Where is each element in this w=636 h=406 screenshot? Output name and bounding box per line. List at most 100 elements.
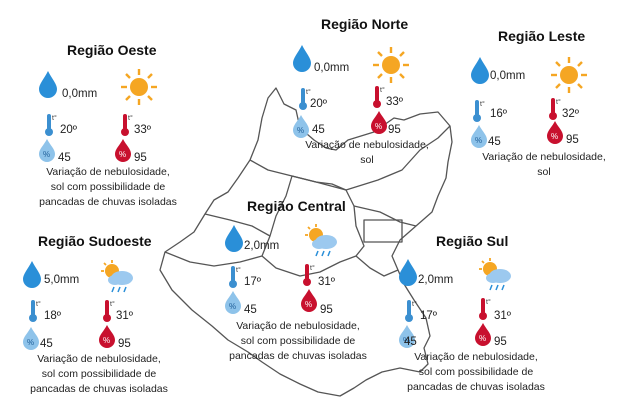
south-region-border [355,255,399,277]
humidity-min-icon: % [471,125,487,148]
temp-max-norte: 33º [386,96,403,108]
humidity-min-leste: 45 [488,136,501,148]
region-title-sudoeste: Região Sudoeste [38,233,152,249]
humidity-max-icon: % [547,121,563,144]
rain-drop-icon [399,259,417,286]
thermometer-cold-icon: t° [299,88,311,110]
thermometer-cold-icon: t° [29,300,41,322]
rain-value-leste: 0,0mm [490,70,526,82]
region-title-sul: Região Sul [436,233,509,249]
thermometer-hot-icon: t° [373,86,385,108]
temp-max-oeste: 33º [134,124,151,136]
svg-text:t°: t° [380,86,385,94]
thermometer-cold-icon: t° [45,114,57,136]
humidity-max-central: 95 [320,304,333,316]
region-title-leste: Região Leste [498,28,586,44]
svg-text:%: % [479,334,486,343]
thermometer-cold-icon: t° [229,266,241,288]
temp-max-leste: 32º [562,108,579,120]
temp-min-sul: 17º [420,310,437,322]
sun-icon [121,69,157,105]
east-region-border [353,205,417,227]
temp-max-central: 31º [318,276,335,288]
humidity-min-norte: 45 [312,124,325,136]
rain-drop-icon [39,71,57,98]
humidity-max-leste: 95 [566,134,579,146]
svg-text:%: % [103,336,110,345]
thermometer-cold-icon: t° [405,300,417,322]
svg-text:%: % [119,150,126,159]
central-region-border [261,175,365,277]
svg-text:t°: t° [480,100,485,108]
svg-text:%: % [229,302,236,311]
svg-text:t°: t° [52,114,57,122]
humidity-max-icon: % [475,323,491,346]
sun-cloud-rain-icon [305,224,337,257]
svg-text:%: % [403,336,410,345]
humidity-min-icon: % [23,327,39,350]
svg-text:%: % [305,300,312,309]
svg-text:t°: t° [236,266,241,274]
forecast-desc-sudoeste: Variação de nebulosidade, sol com possibi… [30,353,168,395]
svg-text:%: % [375,122,382,131]
sun-cloud-rain-icon [479,258,511,291]
rain-value-sul: 2,0mm [418,274,454,286]
temp-max-sul: 31º [494,310,511,322]
svg-text:t°: t° [412,300,417,308]
state-outline [159,87,453,397]
humidity-max-sul: 95 [494,336,507,348]
svg-text:%: % [297,126,304,135]
humidity-max-icon: % [115,139,131,162]
humidity-min-icon: % [39,139,55,162]
forecast-desc-norte: Variação de nebulosidade, sol [305,139,429,166]
west-region-border [204,213,271,237]
humidity-max-icon: % [301,289,317,312]
thermometer-hot-icon: t° [121,114,133,136]
svg-text:t°: t° [556,98,561,106]
temp-min-leste: 16º [490,108,507,120]
rain-value-sudoeste: 5,0mm [44,274,80,286]
svg-text:%: % [27,338,34,347]
thermometer-hot-icon: t° [549,98,561,120]
svg-text:%: % [475,136,482,145]
temp-min-norte: 20º [310,98,327,110]
forecast-desc-central: Variação de nebulosidade, sol com possibi… [229,320,367,362]
rain-value-oeste: 0,0mm [62,88,98,100]
svg-text:t°: t° [306,88,311,96]
svg-text:t°: t° [128,114,133,122]
svg-text:t°: t° [36,300,41,308]
humidity-max-norte: 95 [388,124,401,136]
humidity-min-icon: % [399,325,415,348]
temp-max-sudoeste: 31º [116,310,133,322]
humidity-min-icon: % [293,115,309,138]
rain-value-central: 2,0mm [244,240,280,252]
humidity-max-icon: % [371,111,387,134]
region-title-central: Região Central [247,198,346,214]
southwest-region-border [164,251,263,267]
temp-min-oeste: 20º [60,124,77,136]
humidity-min-sul: 45 [404,336,417,348]
thermometer-hot-icon: t° [303,264,315,286]
region-title-norte: Região Norte [321,16,409,32]
forecast-desc-leste: Variação de nebulosidade, sol [482,151,606,178]
humidity-max-sudoeste: 95 [118,338,131,350]
humidity-min-sudoeste: 45 [40,338,53,350]
rain-drop-icon [23,261,41,288]
forecast-desc-oeste: Variação de nebulosidade, sol com possibi… [39,166,177,208]
svg-text:t°: t° [310,264,315,272]
humidity-min-icon: % [225,291,241,314]
forecast-desc-sul: Variação de nebulosidade, sol com possibi… [407,351,545,393]
region-title-oeste: Região Oeste [67,42,157,58]
thermometer-hot-icon: t° [479,298,491,320]
sun-cloud-rain-icon [101,260,133,293]
svg-text:%: % [43,150,50,159]
svg-text:t°: t° [110,300,115,308]
svg-text:t°: t° [486,298,491,306]
rain-drop-icon [225,225,243,252]
rain-drop-icon [471,57,489,84]
humidity-min-central: 45 [244,304,257,316]
rain-drop-icon [293,45,311,72]
temp-min-central: 17º [244,276,261,288]
thermometer-cold-icon: t° [473,100,485,122]
